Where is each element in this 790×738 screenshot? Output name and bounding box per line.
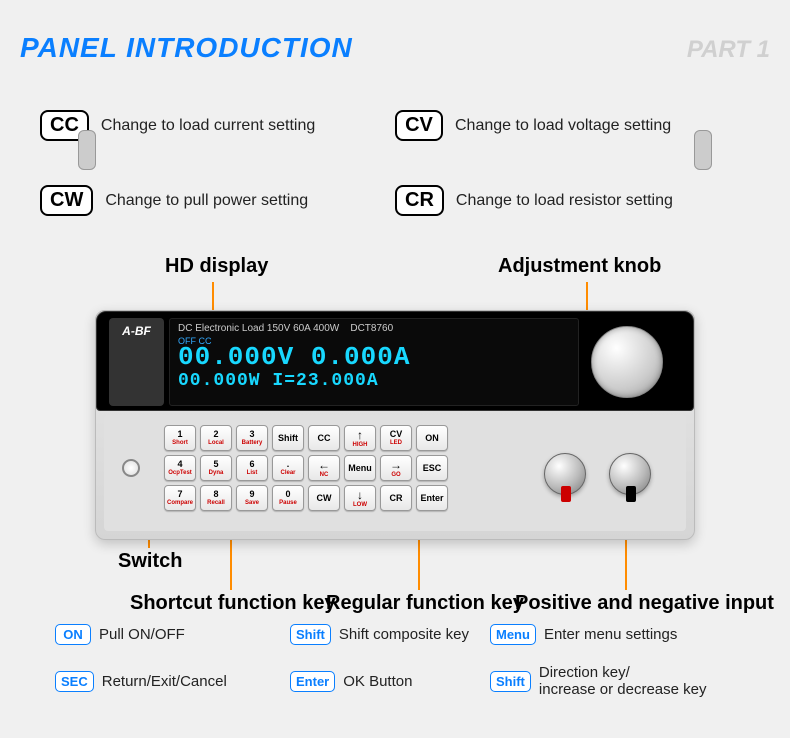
key-cw[interactable]: CW xyxy=(308,485,340,511)
terminal-negative[interactable] xyxy=(609,453,651,495)
mode-cr: CR Change to load resistor setting xyxy=(395,185,750,216)
key-esc[interactable]: ESC xyxy=(416,455,448,481)
key-6[interactable]: 6List xyxy=(236,455,268,481)
legend-menu-text: Enter menu settings xyxy=(544,626,677,643)
device-handle xyxy=(78,130,96,170)
key-[interactable]: ↓LOW xyxy=(344,485,376,511)
key-4[interactable]: 4OcpTest xyxy=(164,455,196,481)
page-title: PANEL INTRODUCTION xyxy=(20,32,353,64)
legend-on-text: Pull ON/OFF xyxy=(99,626,185,643)
legend-sec: SEC Return/Exit/Cancel xyxy=(55,664,290,699)
key-cv[interactable]: CVLED xyxy=(380,425,412,451)
legend-shift2: Shift Direction key/ increase or decreas… xyxy=(490,664,750,699)
mode-cw-desc: Change to pull power setting xyxy=(105,192,308,210)
key-2[interactable]: 2Local xyxy=(200,425,232,451)
terminal-positive[interactable] xyxy=(544,453,586,495)
callout-hd-display: HD display xyxy=(165,255,268,278)
callout-io: Positive and negative input xyxy=(515,592,774,615)
keypad: 1Short2Local3BatteryShiftCC↑HIGHCVLEDON 4… xyxy=(164,425,484,511)
mode-cc-desc: Change to load current setting xyxy=(101,117,315,135)
key-cc[interactable]: CC xyxy=(308,425,340,451)
device-handle xyxy=(694,130,712,170)
callout-regular-key: Regular function key xyxy=(326,592,524,615)
device-top-panel: A-BF DC Electronic Load 150V 60A 400W DC… xyxy=(96,311,694,411)
display-sub-readout: 00.000W I=23.000A xyxy=(178,372,570,390)
legend-enter: Enter OK Button xyxy=(290,664,490,699)
legend-shift2-text: Direction key/ increase or decrease key xyxy=(539,664,707,699)
legend-shift-text: Shift composite key xyxy=(339,626,469,643)
adjustment-knob[interactable] xyxy=(591,326,663,398)
key-7[interactable]: 7Compare xyxy=(164,485,196,511)
display-header: DC Electronic Load 150V 60A 400W xyxy=(178,323,339,334)
mode-cw: CW Change to pull power setting xyxy=(40,185,395,216)
key-cr[interactable]: CR xyxy=(380,485,412,511)
legend-on-badge: ON xyxy=(55,624,91,645)
legend-shift-badge: Shift xyxy=(290,624,331,645)
key-1[interactable]: 1Short xyxy=(164,425,196,451)
brand-logo: A-BF xyxy=(109,318,164,406)
lcd-display: DC Electronic Load 150V 60A 400W DCT8760… xyxy=(169,318,579,406)
key-9[interactable]: 9Save xyxy=(236,485,268,511)
legend-enter-badge: Enter xyxy=(290,671,335,692)
callout-adjustment-knob: Adjustment knob xyxy=(498,255,661,278)
key-[interactable]: ←NC xyxy=(308,455,340,481)
power-switch[interactable] xyxy=(122,459,140,477)
device-body: A-BF DC Electronic Load 150V 60A 400W DC… xyxy=(95,310,695,540)
key-3[interactable]: 3Battery xyxy=(236,425,268,451)
display-model: DCT8760 xyxy=(350,323,393,334)
mode-cv-badge: CV xyxy=(395,110,443,141)
key-shift[interactable]: Shift xyxy=(272,425,304,451)
part-label: PART 1 xyxy=(687,36,770,64)
device-lower-panel: 1Short2Local3BatteryShiftCC↑HIGHCVLEDON 4… xyxy=(104,415,686,531)
mode-cr-badge: CR xyxy=(395,185,444,216)
key-on[interactable]: ON xyxy=(416,425,448,451)
legend-shift2-badge: Shift xyxy=(490,671,531,692)
key-menu[interactable]: Menu xyxy=(344,455,376,481)
key-enter[interactable]: Enter xyxy=(416,485,448,511)
key-[interactable]: .Clear xyxy=(272,455,304,481)
key-0[interactable]: 0Pause xyxy=(272,485,304,511)
mode-cw-badge: CW xyxy=(40,185,93,216)
key-8[interactable]: 8Recall xyxy=(200,485,232,511)
legend-enter-text: OK Button xyxy=(343,673,412,690)
legend-shift: Shift Shift composite key xyxy=(290,624,490,645)
key-[interactable]: ↑HIGH xyxy=(344,425,376,451)
legend-sec-text: Return/Exit/Cancel xyxy=(102,673,227,690)
legend-sec-badge: SEC xyxy=(55,671,94,692)
callout-switch: Switch xyxy=(118,550,182,573)
key-5[interactable]: 5Dyna xyxy=(200,455,232,481)
key-[interactable]: →GO xyxy=(380,455,412,481)
legend-menu-badge: Menu xyxy=(490,624,536,645)
mode-cv-desc: Change to load voltage setting xyxy=(455,117,671,135)
callout-shortcut-key: Shortcut function key xyxy=(130,592,336,615)
legend-menu: Menu Enter menu settings xyxy=(490,624,750,645)
legend-on: ON Pull ON/OFF xyxy=(55,624,290,645)
mode-cr-desc: Change to load resistor setting xyxy=(456,192,673,210)
display-main-readout: 00.000V 0.000A xyxy=(178,344,570,370)
